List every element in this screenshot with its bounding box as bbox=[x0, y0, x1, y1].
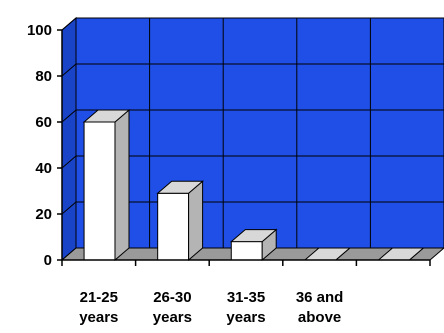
bar-top bbox=[82, 109, 131, 123]
gridline-side bbox=[61, 17, 77, 31]
x-tick-label: years bbox=[153, 309, 192, 326]
side-wall bbox=[61, 16, 77, 262]
bar-front bbox=[157, 192, 190, 261]
axes bbox=[57, 29, 431, 266]
bar-front bbox=[230, 241, 263, 261]
gridline-side bbox=[61, 155, 77, 169]
x-tick-label: 31-35 bbox=[227, 289, 265, 306]
x-tick-label: years bbox=[79, 309, 118, 326]
gridline-side bbox=[61, 63, 77, 77]
bar bbox=[82, 108, 131, 262]
bar bbox=[229, 228, 278, 262]
y-tick-label: 0 bbox=[44, 252, 52, 269]
y-axis-tick-labels: 0 20 40 60 80 100 bbox=[27, 22, 52, 269]
y-tick-label: 60 bbox=[35, 114, 52, 131]
chart-back-wall bbox=[61, 16, 444, 262]
x-tick-label: years bbox=[226, 309, 265, 326]
bars bbox=[82, 108, 425, 262]
y-tick-label: 100 bbox=[27, 22, 52, 39]
bar-top bbox=[229, 229, 278, 243]
bar-side bbox=[114, 108, 130, 262]
bar-side bbox=[188, 180, 204, 262]
x-tick-label: 26-30 bbox=[153, 289, 191, 306]
x-tick-label: above bbox=[298, 309, 341, 326]
gridlines bbox=[61, 17, 444, 248]
y-tick-label: 40 bbox=[35, 160, 52, 177]
y-tick-label: 80 bbox=[35, 68, 52, 85]
back-wall bbox=[75, 17, 444, 249]
bar bbox=[156, 180, 204, 262]
x-tick-label: 36 and bbox=[296, 289, 344, 306]
gridline-side bbox=[61, 201, 77, 215]
x-axis-tick-labels: 21-25 years 26-30 years 31-35 years 36 and abov… bbox=[79, 289, 343, 326]
bar-front bbox=[83, 121, 116, 261]
y-tick-label: 20 bbox=[35, 206, 52, 223]
bar-top bbox=[156, 180, 204, 194]
x-tick-label: 21-25 bbox=[80, 289, 118, 306]
gridline-side bbox=[61, 109, 77, 123]
